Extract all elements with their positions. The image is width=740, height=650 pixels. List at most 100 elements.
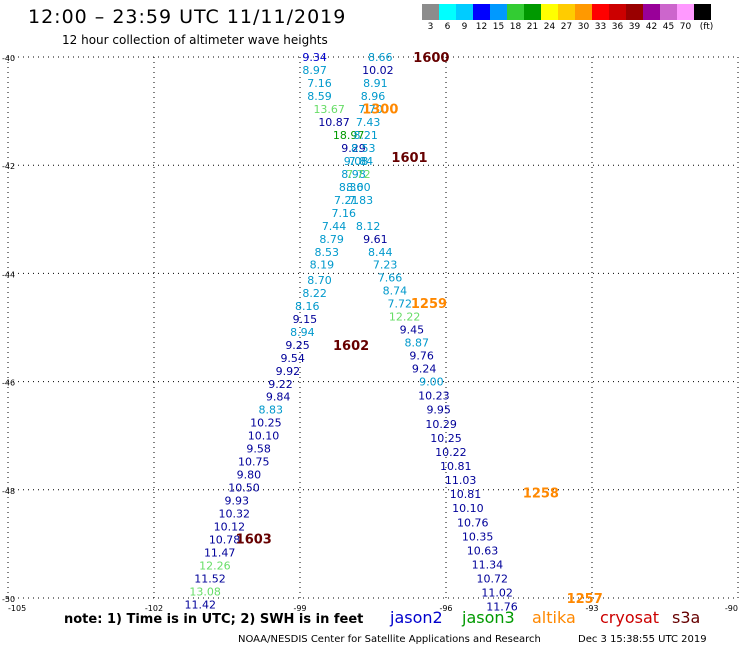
legend-label: 27 bbox=[560, 22, 573, 32]
legend-swatch bbox=[456, 4, 473, 20]
wave-height-value: 7.83 bbox=[349, 194, 374, 207]
wave-height-value: 8.94 bbox=[290, 326, 315, 339]
wave-height-value: 9.08 bbox=[344, 155, 369, 168]
wave-height-value: 8.59 bbox=[307, 90, 332, 103]
lon-tick-label: -99 bbox=[293, 604, 306, 613]
time-label: 1602 bbox=[333, 339, 369, 354]
legend-label: 21 bbox=[526, 22, 539, 32]
wave-height-value: 9.95 bbox=[426, 404, 451, 417]
wave-height-value: 7.16 bbox=[307, 77, 332, 90]
time-label: 1257 bbox=[567, 592, 603, 607]
wave-height-value: 8.44 bbox=[368, 246, 393, 259]
wave-height-value: 13.08 bbox=[189, 586, 221, 599]
wave-height-value: 8.66 bbox=[368, 51, 393, 64]
legend-swatch bbox=[626, 4, 643, 20]
wave-height-value: 9.29 bbox=[341, 142, 366, 155]
legend-swatch bbox=[575, 4, 592, 20]
legend-swatch bbox=[490, 4, 507, 20]
lon-tick-label: -93 bbox=[585, 604, 598, 613]
timestamp: Dec 3 15:38:55 UTC 2019 bbox=[578, 634, 707, 645]
wave-height-value: 10.72 bbox=[476, 573, 508, 586]
wave-height-value: 8.97 bbox=[302, 64, 327, 77]
legend-labels: 3 6 9 12 15 18 21 24 27 30 33 36 39 42 45 70 (ft) bbox=[422, 20, 714, 34]
wave-height-value: 9.92 bbox=[276, 365, 301, 378]
legend-swatch bbox=[609, 4, 626, 20]
wave-height-value: 11.47 bbox=[204, 547, 236, 560]
wave-height-value: 11.76 bbox=[486, 601, 518, 614]
time-label: 1300 bbox=[362, 102, 398, 117]
wave-height-value: 13.67 bbox=[313, 103, 345, 116]
wave-height-value: 8.16 bbox=[295, 300, 320, 313]
lat-tick-label: -48 bbox=[2, 487, 15, 496]
color-legend: 3 6 9 12 15 18 21 24 27 30 33 36 39 42 45 70 (ft) bbox=[422, 4, 714, 34]
wave-height-value: 8.12 bbox=[356, 220, 381, 233]
wave-height-value: 9.24 bbox=[412, 363, 437, 376]
wave-height-value: 10.25 bbox=[250, 417, 282, 430]
wave-height-value: 10.78 bbox=[209, 534, 241, 547]
wave-height-value: 7.44 bbox=[322, 220, 347, 233]
wave-height-value: 10.76 bbox=[457, 516, 489, 529]
legend-label: 36 bbox=[611, 22, 624, 32]
wave-height-value: 10.81 bbox=[440, 460, 472, 473]
wave-height-value: 8.21 bbox=[353, 129, 378, 142]
satellite-altika: altika bbox=[532, 608, 576, 627]
legend-label: 33 bbox=[594, 22, 607, 32]
wave-height-value: 7.84 bbox=[349, 155, 374, 168]
wave-height-value: 11.42 bbox=[184, 598, 216, 611]
wave-height-value: 8.83 bbox=[259, 404, 284, 417]
legend-label: 6 bbox=[444, 22, 451, 32]
wave-height-value: 7.16 bbox=[332, 207, 357, 220]
wave-height-value: 7.72 bbox=[346, 168, 371, 181]
wave-height-value: 12.22 bbox=[389, 311, 421, 324]
wave-height-value: 10.35 bbox=[462, 530, 494, 543]
legend-label: 15 bbox=[492, 22, 505, 32]
wave-height-value: 11.02 bbox=[481, 587, 513, 600]
legend-swatches bbox=[422, 4, 711, 20]
satellite-s3a: s3a bbox=[672, 608, 701, 627]
legend-swatch bbox=[643, 4, 660, 20]
legend-label: (ft) bbox=[699, 22, 714, 32]
wave-height-value: 10.22 bbox=[435, 446, 467, 459]
lat-tick-label: -42 bbox=[2, 162, 15, 171]
legend-label: 70 bbox=[679, 22, 692, 32]
wave-height-value: 8.53 bbox=[351, 142, 376, 155]
wave-height-value: 9.80 bbox=[237, 469, 262, 482]
legend-swatch bbox=[558, 4, 575, 20]
wave-height-value: 8.91 bbox=[363, 77, 388, 90]
wave-height-value: 8.36 bbox=[339, 181, 364, 194]
lat-tick-label: -46 bbox=[2, 379, 15, 388]
wave-height-value: 8.53 bbox=[315, 246, 340, 259]
wave-height-value: 10.32 bbox=[219, 508, 251, 521]
wave-height-value: 7.72 bbox=[388, 298, 413, 311]
legend-swatch bbox=[592, 4, 609, 20]
wave-height-value: 10.87 bbox=[318, 116, 350, 129]
time-label: 1601 bbox=[391, 151, 427, 166]
wave-height-value: 8.00 bbox=[346, 181, 371, 194]
lon-tick-label: -96 bbox=[439, 604, 452, 613]
lat-tick-label: -40 bbox=[2, 54, 15, 63]
time-label: 1259 bbox=[411, 297, 447, 312]
wave-height-value: 8.79 bbox=[319, 233, 344, 246]
credit-line: NOAA/NESDIS Center for Satellite Applica… bbox=[238, 634, 541, 645]
legend-swatch bbox=[422, 4, 439, 20]
legend-label: 18 bbox=[509, 22, 522, 32]
legend-swatch bbox=[541, 4, 558, 20]
wave-height-value: 9.84 bbox=[266, 391, 291, 404]
lat-tick-label: -50 bbox=[2, 595, 15, 604]
lat-tick-label: -44 bbox=[2, 270, 15, 279]
wave-height-value: 8.74 bbox=[383, 285, 408, 298]
legend-swatch bbox=[473, 4, 490, 20]
wave-height-value: 9.22 bbox=[268, 378, 293, 391]
wave-height-value: 9.34 bbox=[302, 51, 327, 64]
legend-swatch bbox=[439, 4, 456, 20]
satellite-cryosat: cryosat bbox=[600, 608, 660, 627]
wave-height-value: 9.00 bbox=[419, 376, 444, 389]
wave-height-value: 9.54 bbox=[280, 352, 305, 365]
footnote: note: 1) Time is in UTC; 2) SWH is in fe… bbox=[64, 612, 364, 627]
wave-height-value: 9.25 bbox=[285, 339, 310, 352]
wave-height-value: 9.61 bbox=[363, 233, 388, 246]
legend-swatch bbox=[694, 4, 711, 20]
wave-height-value: 10.75 bbox=[238, 456, 270, 469]
wave-height-value: 10.12 bbox=[214, 521, 246, 534]
legend-label: 12 bbox=[475, 22, 488, 32]
